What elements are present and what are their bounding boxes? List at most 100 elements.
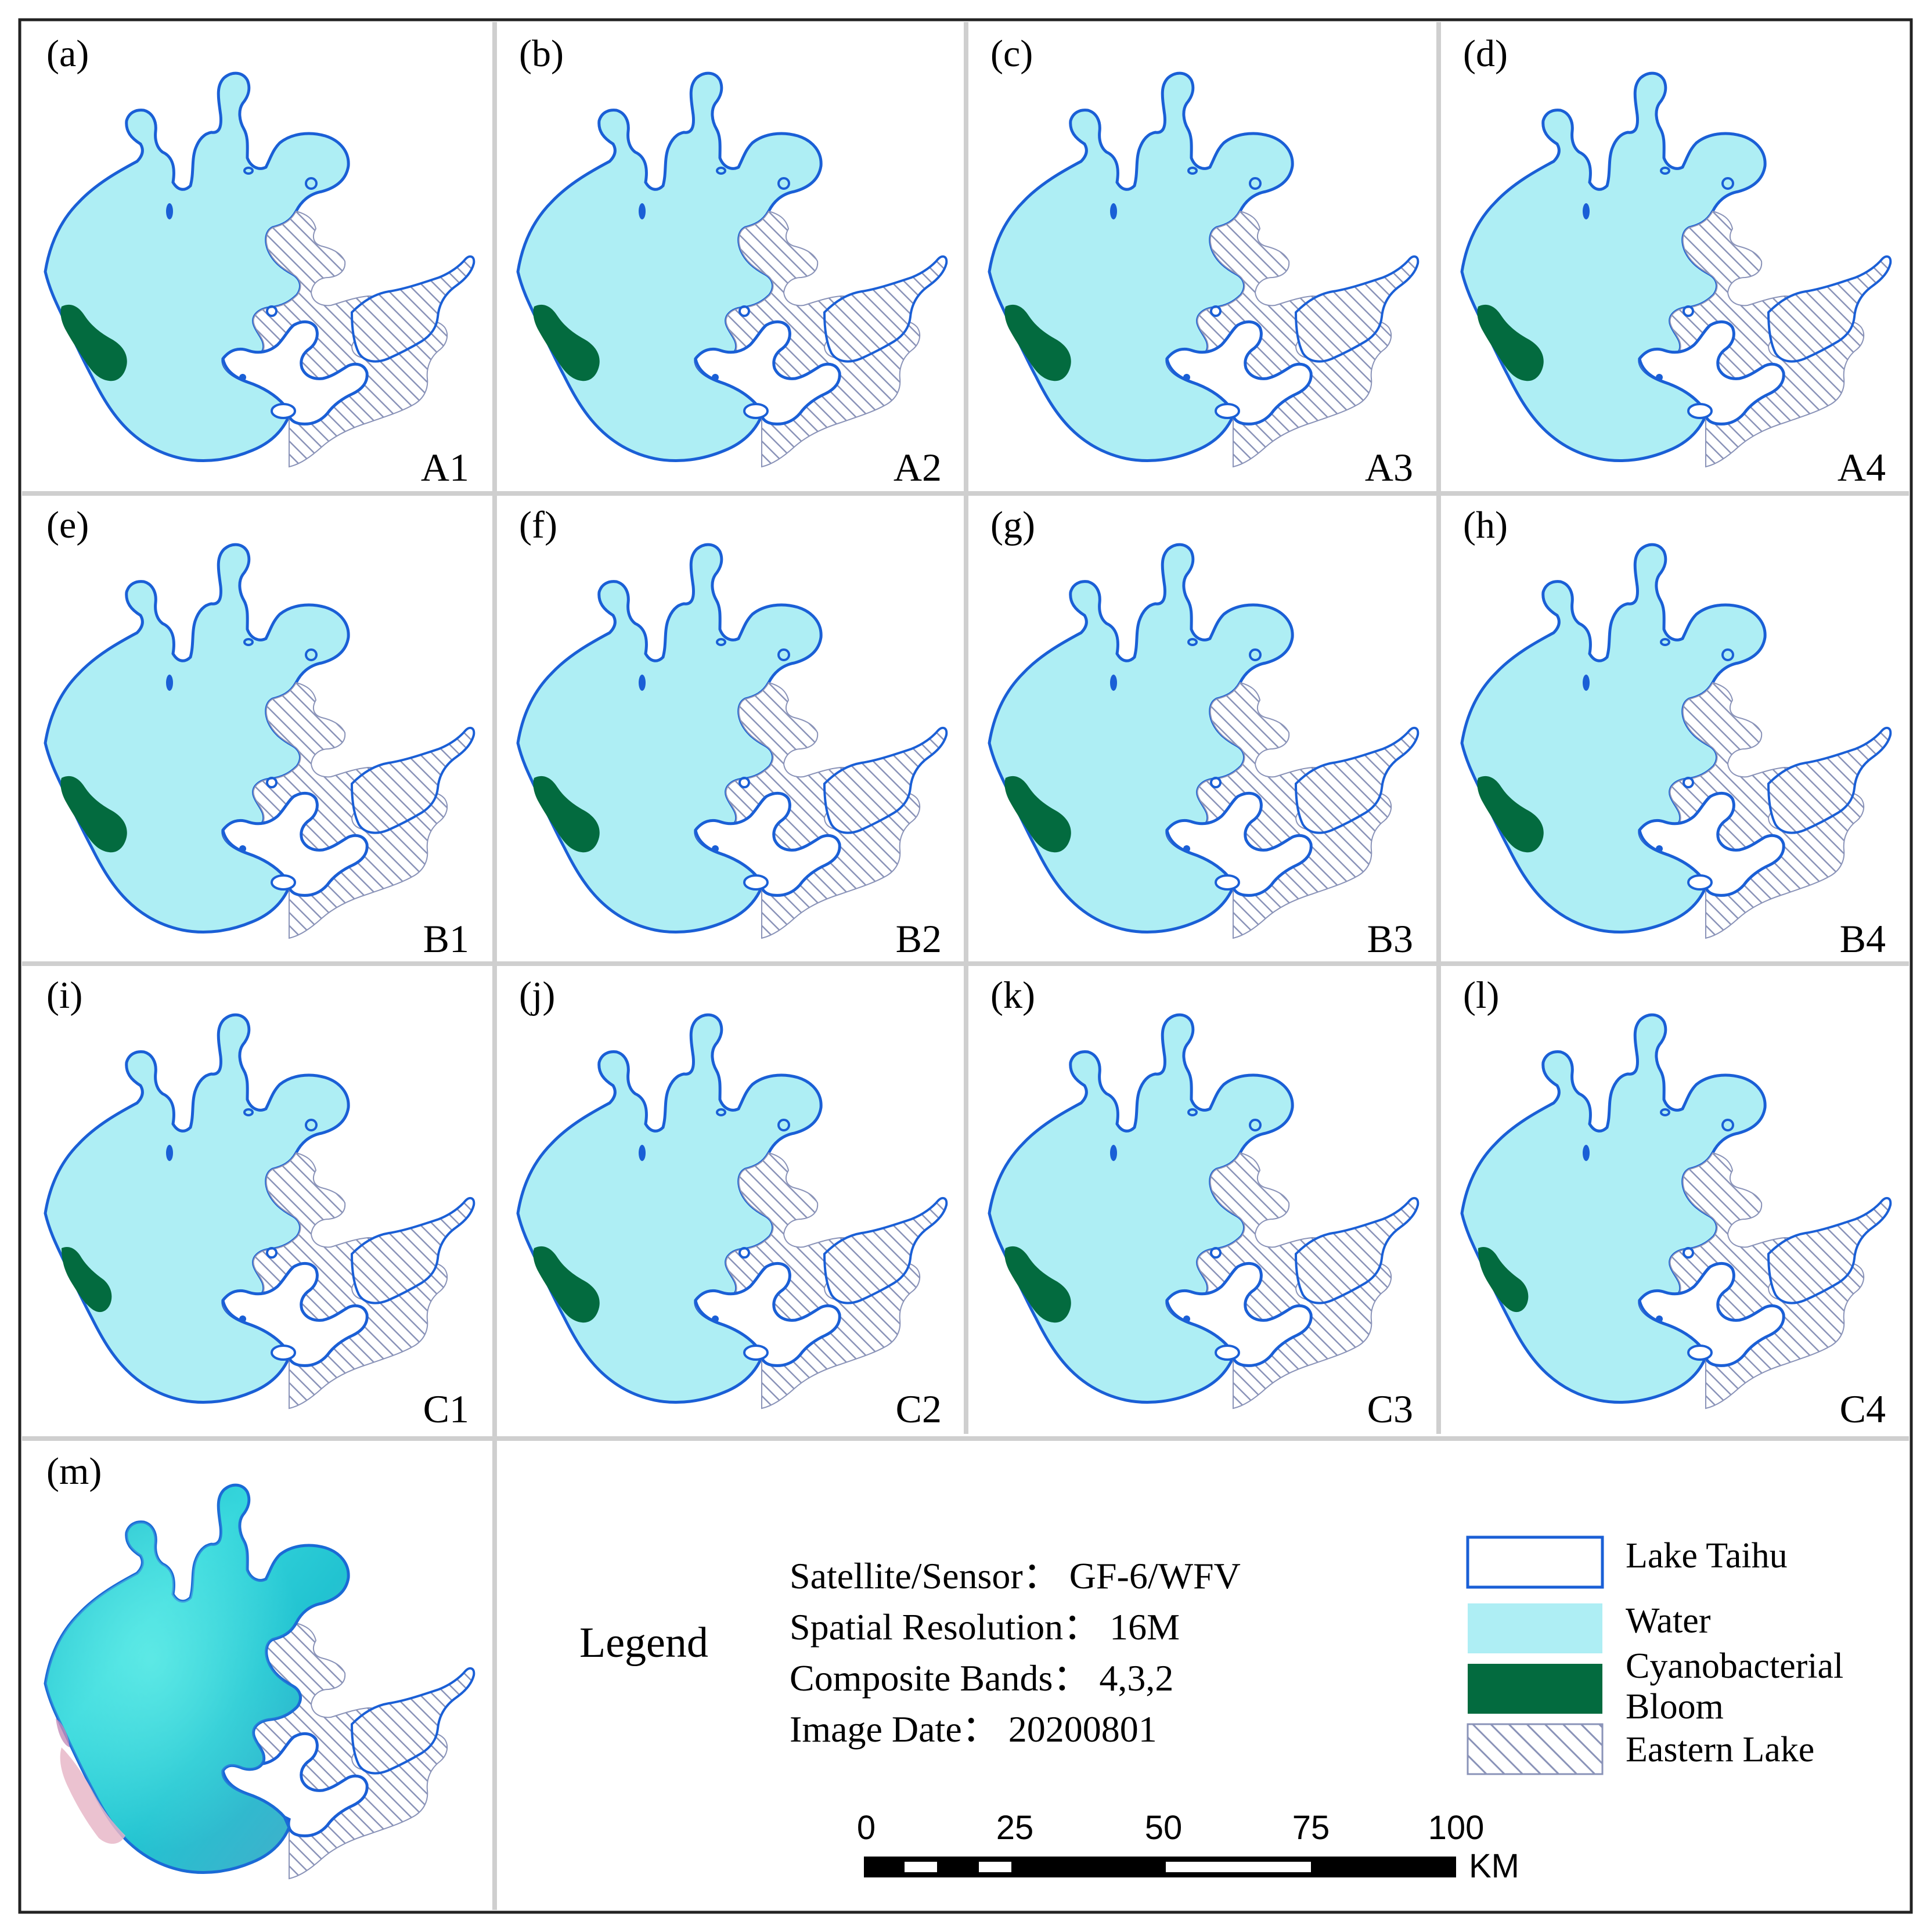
islet: [1687, 403, 1713, 419]
legend-panel: Legend Satellite/Sensor： GF-6/WFV Spatia…: [579, 1535, 1843, 1885]
cyanobacterial-bloom: [1004, 1246, 1071, 1323]
eastern-lake-finger: [1294, 255, 1420, 363]
scale-tick-0: 0: [857, 1809, 876, 1847]
islet: [1249, 648, 1262, 661]
islet: [239, 1315, 246, 1322]
islet: [1249, 177, 1262, 190]
eastern-lake-finger: [1294, 1196, 1420, 1304]
scale-bar: 0 25 50 75 100 KM: [857, 1809, 1519, 1885]
islet: [1583, 1145, 1590, 1161]
scale-tick-25: 25: [996, 1809, 1034, 1847]
islet: [1215, 874, 1240, 891]
bloom-pink-tint: [60, 1747, 125, 1844]
eastern-lake-finger: [1294, 726, 1420, 834]
eastern-lake-finger: [823, 726, 948, 834]
islet: [266, 305, 278, 317]
islet: [1660, 167, 1670, 175]
panel-code: C1: [423, 1387, 469, 1431]
islet: [305, 648, 318, 661]
islet: [712, 374, 719, 381]
islet: [305, 1119, 318, 1131]
islet: [1583, 203, 1590, 219]
panel-code: A3: [1365, 445, 1413, 489]
legend-swatch-eastern-lake: [1467, 1723, 1604, 1775]
true-color-highlight: [45, 1485, 349, 1873]
map-panel-a3: [988, 71, 1420, 468]
map-panel-a4: [1460, 71, 1892, 468]
panel-code: A1: [421, 445, 469, 489]
islet: [1683, 777, 1694, 788]
cyanobacterial-bloom: [1477, 304, 1544, 381]
islet: [239, 845, 246, 852]
islet: [738, 305, 750, 317]
cyanobacterial-bloom: [1477, 776, 1544, 853]
map-panel-b1: [44, 543, 475, 939]
panel-letter: (j): [519, 974, 555, 1017]
eastern-lake-finger: [350, 1196, 475, 1304]
islet: [639, 203, 646, 219]
islet: [1249, 1119, 1262, 1131]
legend-label-lake-taihu: Lake Taihu: [1626, 1536, 1788, 1576]
panel-letter: (h): [1463, 504, 1508, 546]
islet: [1721, 1119, 1734, 1131]
islet: [1660, 1108, 1670, 1116]
eastern-lake-hatch: [222, 682, 448, 939]
islet: [1656, 1315, 1663, 1322]
islet: [743, 874, 769, 891]
eastern-lake-hatch: [1638, 682, 1865, 939]
islet: [1683, 1247, 1694, 1259]
cyanobacterial-bloom: [533, 1246, 600, 1323]
islet: [1215, 1345, 1240, 1361]
eastern-lake-finger: [350, 726, 475, 834]
islet: [639, 675, 646, 691]
eastern-lake-hatch: [1166, 1152, 1392, 1410]
cyanobacterial-bloom: [1478, 1246, 1529, 1313]
eastern-lake-hatch: [222, 1152, 448, 1410]
map-panel-a2: [516, 71, 948, 468]
islet: [1215, 403, 1240, 419]
islet: [738, 1247, 750, 1259]
islet: [1583, 675, 1590, 691]
islet: [266, 777, 278, 788]
islet: [1183, 1315, 1190, 1322]
eastern-lake-finger: [1767, 1196, 1892, 1304]
islet: [166, 675, 173, 691]
islet: [266, 1247, 278, 1259]
islet: [243, 638, 254, 646]
panel-code: B3: [1367, 917, 1413, 961]
panel-letter-m: (m): [46, 1450, 102, 1493]
panel-letter: (d): [1463, 33, 1508, 75]
lake-water-area: [1460, 1013, 1767, 1404]
map-panel-b3: [988, 543, 1420, 939]
islet: [1110, 203, 1117, 219]
legend-swatch-water: [1468, 1603, 1602, 1653]
islet: [1187, 167, 1198, 175]
islet: [1210, 1247, 1222, 1259]
islet: [1210, 777, 1222, 788]
islet: [1187, 1108, 1198, 1116]
panel-code: A2: [894, 445, 942, 489]
panel-letter: (l): [1463, 974, 1499, 1017]
islet: [1183, 845, 1190, 852]
map-panel-c2: [516, 1013, 948, 1410]
map-panel-c3: [988, 1013, 1420, 1410]
islet: [1656, 845, 1663, 852]
panel-letter: (f): [519, 504, 557, 546]
cyanobacterial-bloom: [60, 776, 127, 853]
eastern-lake-hatch: [1166, 210, 1392, 468]
eastern-lake-finger: [1767, 726, 1892, 834]
eastern-lake-hatch: [694, 1152, 921, 1410]
eastern-lake-finger: [823, 255, 948, 363]
eastern-lake-hatch: [694, 210, 921, 468]
legend-title: Legend: [579, 1619, 708, 1667]
legend-label-eastern-lake: Eastern Lake: [1626, 1730, 1814, 1769]
cyanobacterial-bloom: [533, 304, 600, 381]
cyanobacterial-bloom: [62, 1246, 112, 1313]
legend-info-date: Image Date： 20200801: [790, 1708, 1157, 1750]
panel-letter: (i): [46, 974, 82, 1017]
islet: [239, 374, 246, 381]
cyanobacterial-bloom: [1004, 304, 1071, 381]
islet: [1210, 305, 1222, 317]
islet: [305, 177, 318, 190]
